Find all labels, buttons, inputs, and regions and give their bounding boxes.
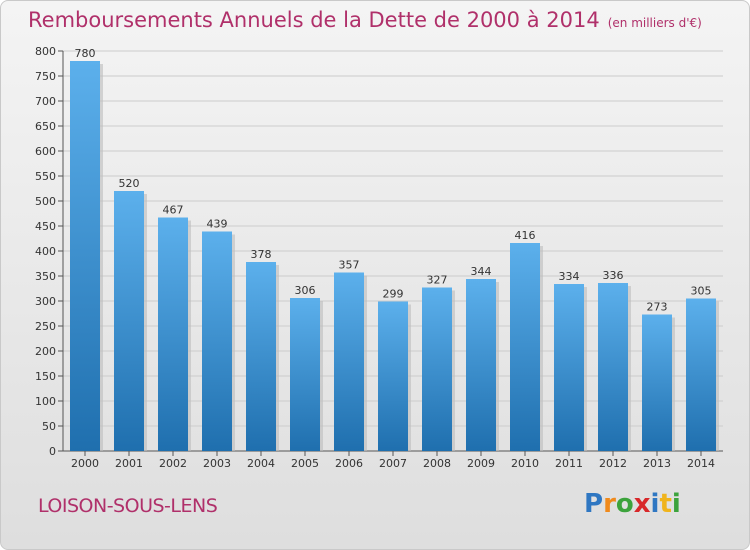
data-label: 299 [383,288,404,301]
bars [70,61,719,451]
x-tick-label: 2011 [555,457,583,470]
chart-title-text: Remboursements Annuels de la Dette de 20… [28,8,600,32]
bar [202,231,232,451]
bar [334,272,364,451]
y-tick-label: 100 [35,395,56,408]
bar [378,301,408,451]
bar [686,298,716,451]
chart-unit: (en milliers d'€) [607,16,702,30]
data-label: 357 [339,259,360,272]
x-tick-label: 2008 [423,457,451,470]
bar [158,217,188,451]
data-label: 378 [251,248,272,261]
x-tick-label: 2002 [159,457,187,470]
data-label: 439 [207,218,228,231]
x-tick-label: 2014 [687,457,715,470]
y-tick-label: 50 [42,420,56,433]
x-tick-label: 2013 [643,457,671,470]
bar [642,314,672,451]
proxiti-logo: Proxiti [584,489,681,519]
data-label: 273 [647,301,668,314]
x-tick-label: 2005 [291,457,319,470]
bar [114,191,144,451]
y-tick-label: 450 [35,220,56,233]
bar [246,262,276,451]
y-tick-label: 700 [35,95,56,108]
y-tick-label: 550 [35,170,56,183]
data-label: 344 [471,265,492,278]
y-tick-label: 250 [35,320,56,333]
bar [70,61,100,451]
data-label: 416 [515,229,536,242]
y-tick-label: 150 [35,370,56,383]
x-tick-label: 2003 [203,457,231,470]
y-tick-label: 800 [35,45,56,58]
y-tick-label: 300 [35,295,56,308]
data-label: 467 [163,204,184,217]
x-tick-label: 2001 [115,457,143,470]
y-tick-label: 500 [35,195,56,208]
x-tick-label: 2007 [379,457,407,470]
data-label: 327 [427,274,448,287]
bar [422,287,452,451]
x-tick-label: 2009 [467,457,495,470]
data-label: 334 [559,270,580,283]
y-tick-label: 0 [49,445,56,458]
x-tick-label: 2000 [71,457,99,470]
y-tick-label: 600 [35,145,56,158]
y-tick-label: 200 [35,345,56,358]
bar [554,284,584,451]
bar [290,298,320,451]
x-tick-label: 2012 [599,457,627,470]
x-tick-label: 2006 [335,457,363,470]
data-label: 305 [691,285,712,298]
bar [598,283,628,451]
axes: 0 50 100 150 200 250 300 350 400 450 500 550 600 650 7… [35,45,723,470]
commune-name: LOISON-SOUS-LENS [38,495,218,517]
y-tick-label: 350 [35,270,56,283]
data-label: 780 [75,47,96,60]
y-tick-label: 650 [35,120,56,133]
data-labels: 780 520 467 439 378 306 357 299 327 344 416 334 336 2… [75,47,712,314]
bar [466,279,496,451]
data-label: 306 [295,284,316,297]
x-tick-label: 2004 [247,457,275,470]
chart-title: Remboursements Annuels de la Dette de 20… [28,8,702,32]
y-tick-label: 750 [35,70,56,83]
data-label: 520 [119,177,140,190]
bar [510,243,540,451]
data-label: 336 [603,269,624,282]
x-tick-label: 2010 [511,457,539,470]
y-tick-label: 400 [35,245,56,258]
